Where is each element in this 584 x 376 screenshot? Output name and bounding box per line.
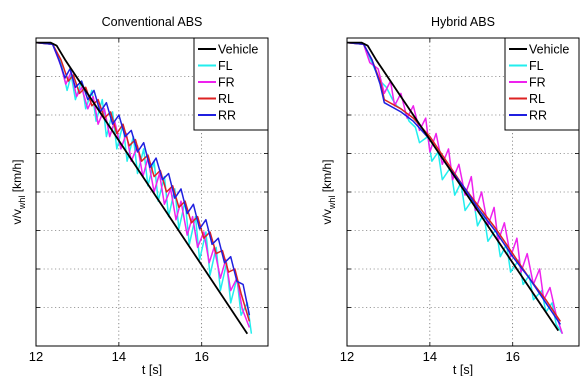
x-tick-label: 12 xyxy=(29,349,43,364)
legend-label-fr: FR xyxy=(218,76,235,90)
grid xyxy=(347,38,579,346)
series-group xyxy=(36,41,253,335)
y-axis-label: v/vwhl [km/h] xyxy=(320,160,337,225)
series-line-rr xyxy=(36,41,251,316)
y-axis-label: v/vwhl [km/h] xyxy=(10,160,27,225)
legend-label-fl: FL xyxy=(218,59,233,73)
legend: Vehicle FL FR RL RR xyxy=(504,37,580,131)
grid xyxy=(36,38,268,346)
legend-label-vehicle: Vehicle xyxy=(218,43,258,57)
series-line-vehicle xyxy=(36,41,249,335)
legend-label-fl: FL xyxy=(529,59,544,73)
y-axis-label-sub: whl xyxy=(327,196,337,211)
legend-label-vehicle: Vehicle xyxy=(529,43,569,57)
x-tick-label: 16 xyxy=(505,349,519,364)
chart-panel-2: 12 14 16 Hybrid ABS t [s] v/vwhl [km/h] Vehicl… xyxy=(320,15,580,376)
series-line-vehicle xyxy=(347,41,560,332)
y-axis-label-unit: [km/h] xyxy=(320,160,334,196)
x-axis-label: t [s] xyxy=(453,363,473,376)
y-axis-label-sub: whl xyxy=(17,196,27,211)
series-group xyxy=(347,41,564,335)
legend-label-fr: FR xyxy=(529,76,546,90)
x-tick-label: 14 xyxy=(112,349,126,364)
legend-label-rr: RR xyxy=(529,109,547,123)
x-tick-label: 12 xyxy=(340,349,354,364)
series-line-rl xyxy=(36,41,251,322)
y-axis-label-unit: [km/h] xyxy=(10,160,24,196)
x-tick-label: 16 xyxy=(194,349,208,364)
chart-title: Hybrid ABS xyxy=(431,15,495,29)
legend-label-rl: RL xyxy=(218,92,234,106)
series-line-fr xyxy=(347,41,564,334)
y-axis-label-main: v/v xyxy=(10,209,24,224)
legend-label-rl: RL xyxy=(529,92,545,106)
chart-title: Conventional ABS xyxy=(102,15,203,29)
legend: Vehicle FL FR RL RR xyxy=(193,37,269,131)
y-axis-label-main: v/v xyxy=(320,209,334,224)
x-tick-label: 14 xyxy=(423,349,437,364)
chart-panel-1: 12 14 16 Conventional ABS t [s] v/vwhl [km/h]… xyxy=(10,15,269,376)
legend-label-rr: RR xyxy=(218,109,236,123)
x-axis-label: t [s] xyxy=(142,363,162,376)
